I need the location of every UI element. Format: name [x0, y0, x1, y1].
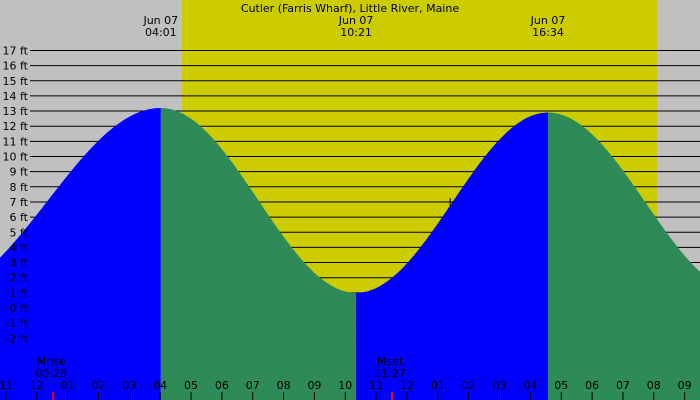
y-tick-label: 0 ft — [10, 302, 29, 315]
rising-tide-area — [0, 108, 161, 400]
x-tick-label: 06 — [585, 379, 599, 392]
y-tick-label: 6 ft — [10, 211, 29, 224]
y-tick-label: 1 ft — [10, 287, 29, 300]
falling-tide-area — [547, 112, 700, 400]
extreme-date-label: Jun 07 — [338, 14, 374, 27]
extreme-time-label: 10:21 — [340, 26, 372, 39]
x-tick-label: 01 — [431, 379, 445, 392]
y-tick-label: 7 ft — [10, 196, 29, 209]
y-tick-label: 13 ft — [3, 105, 29, 118]
y-tick-label: 15 ft — [3, 75, 29, 88]
y-tick-label: 11 ft — [3, 135, 29, 148]
extreme-date-label: Jun 07 — [530, 14, 566, 27]
y-tick-label: -2 ft — [6, 332, 29, 345]
x-tick-label: 11 — [0, 379, 13, 392]
extreme-time-label: 04:01 — [145, 26, 177, 39]
y-tick-label: 8 ft — [10, 181, 29, 194]
moon-event-time: 11:27 — [374, 367, 406, 380]
x-tick-label: 05 — [184, 379, 198, 392]
x-tick-label: 11 — [369, 379, 383, 392]
extreme-time-label: 16:34 — [532, 26, 564, 39]
x-tick-label: 05 — [554, 379, 568, 392]
x-tick-label: 02 — [92, 379, 106, 392]
y-tick-label: 10 ft — [3, 151, 29, 164]
y-tick-label: 17 ft — [3, 44, 29, 57]
x-tick-label: 08 — [647, 379, 661, 392]
y-tick-label: 14 ft — [3, 90, 29, 103]
y-axis-labels: -2 ft -1 ft 0 ft 1 ft 2 ft 3 ft 4 ft 5 ft 6 ft 7 … — [3, 44, 29, 345]
y-tick-label: -1 ft — [6, 317, 29, 330]
y-tick-label: 2 ft — [10, 272, 29, 285]
falling-tide-area — [160, 108, 357, 400]
x-tick-label: 08 — [277, 379, 291, 392]
x-tick-label: 06 — [215, 379, 229, 392]
x-tick-label: 09 — [678, 379, 692, 392]
x-tick-label: 04 — [153, 379, 167, 392]
x-tick-label: 10 — [338, 379, 352, 392]
y-tick-label: 3 ft — [10, 257, 29, 270]
now-marker — [446, 197, 455, 206]
moon-event-label: Mset — [377, 355, 404, 368]
x-tick-label: 02 — [462, 379, 476, 392]
x-tick-label: 12 — [30, 379, 44, 392]
y-tick-label: 16 ft — [3, 60, 29, 73]
moon-event-label: Mrise — [37, 355, 67, 368]
tide-areas — [0, 108, 700, 400]
y-tick-label: 12 ft — [3, 120, 29, 133]
y-tick-label: 9 ft — [10, 166, 29, 179]
x-tick-label: 01 — [61, 379, 75, 392]
x-tick-label: 07 — [616, 379, 630, 392]
x-tick-label: 03 — [122, 379, 136, 392]
x-axis-labels: 11 12 01 02 03 04 05 06 07 08 09 10 11 12 01 02 03 04 05 06… — [0, 379, 692, 400]
x-tick-label: 07 — [246, 379, 260, 392]
chart-title: Cutler (Farris Wharf), Little River, Mai… — [241, 2, 459, 15]
moon-event-time: 00:28 — [35, 367, 67, 380]
rising-tide-area — [356, 112, 548, 400]
x-tick-label: 09 — [307, 379, 321, 392]
y-tick-label: 5 ft — [10, 226, 29, 239]
x-tick-label: 12 — [400, 379, 414, 392]
y-tick-label: 4 ft — [10, 241, 29, 254]
extreme-date-label: Jun 07 — [142, 14, 178, 27]
x-tick-label: 03 — [493, 379, 507, 392]
x-tick-label: 04 — [523, 379, 537, 392]
